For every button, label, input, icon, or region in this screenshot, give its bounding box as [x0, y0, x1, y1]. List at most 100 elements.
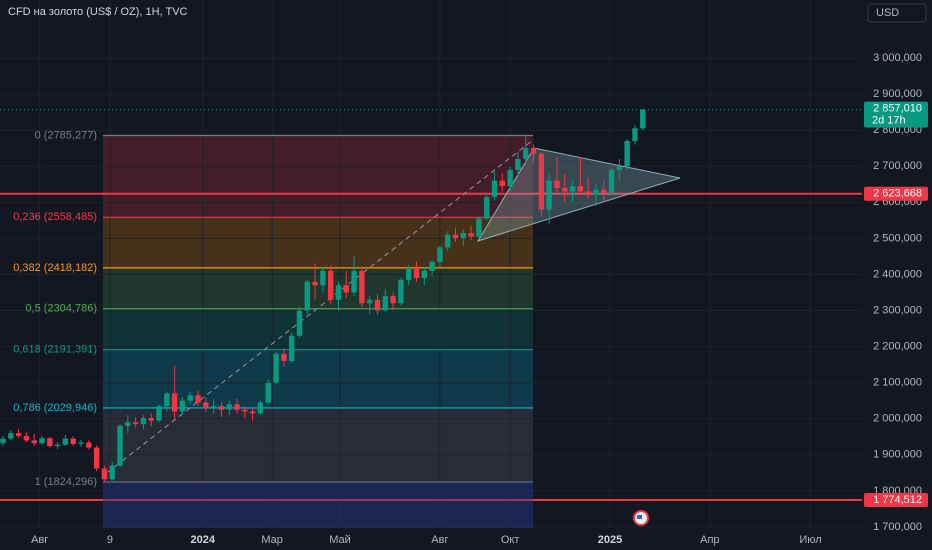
candle-body: [562, 187, 568, 192]
candle-body: [546, 180, 552, 210]
fib-label: 0,786 (2029,946): [13, 402, 97, 414]
candle-body: [624, 141, 630, 167]
candle-body: [132, 422, 139, 425]
candle-body: [304, 281, 310, 311]
candle-body: [164, 393, 170, 407]
candle-body: [577, 186, 584, 192]
y-tick-label: 2 500,000: [873, 232, 922, 244]
candle-body: [468, 232, 474, 237]
candle-body: [62, 438, 69, 445]
candle-body: [187, 395, 193, 401]
candle-body: [39, 438, 45, 444]
candle-body: [429, 261, 435, 271]
candle-body: [445, 234, 451, 248]
x-tick-label: Авг: [431, 534, 448, 546]
candle-body: [281, 353, 287, 362]
candle-body: [515, 159, 521, 170]
y-tick-label: 2 000,000: [873, 413, 922, 425]
chart-title: CFD на золото (US$ / OZ), 1H, TVC: [8, 6, 188, 18]
y-tick-label: 3 000,000: [873, 52, 922, 64]
y-tick-label: 1 700,000: [873, 521, 922, 533]
candle-body: [47, 438, 53, 447]
candle-body: [15, 433, 22, 437]
candle-body: [249, 411, 256, 414]
candle-body: [273, 353, 279, 383]
price-axis: [862, 0, 932, 550]
candle-body: [312, 281, 318, 286]
candle-body: [54, 444, 61, 447]
candle-body: [390, 296, 396, 304]
x-tick-label: 2025: [598, 534, 622, 546]
fib-label: 0,618 (2191,391): [13, 344, 97, 356]
candle-body: [195, 395, 201, 403]
candle-body: [484, 196, 490, 219]
candle-body: [296, 310, 303, 336]
y-tick-label: 2 200,000: [873, 340, 922, 352]
candle-body: [406, 269, 412, 280]
candle-body: [23, 436, 30, 441]
candle-body: [226, 404, 232, 410]
candle-body: [203, 402, 209, 408]
y-tick-label: 2 700,000: [873, 160, 922, 172]
candle-body: [491, 180, 498, 197]
candle-body: [374, 299, 381, 311]
candle-body: [538, 153, 545, 210]
last-price-box: [864, 101, 928, 128]
candle-body: [601, 189, 607, 194]
candle-body: [366, 299, 373, 304]
candle-body: [288, 335, 295, 362]
candle-body: [327, 270, 334, 300]
candle-body: [117, 425, 123, 466]
candle-body: [640, 109, 646, 129]
candle-body: [343, 285, 349, 293]
candle-body: [569, 186, 576, 192]
candle-body: [382, 296, 388, 311]
price-label: 2 623,668: [873, 188, 922, 200]
fib-band: [103, 217, 533, 268]
fib-label: 0,236 (2558,485): [13, 211, 97, 223]
fib-extension-fill: [103, 482, 533, 528]
fib-label: 0,382 (2418,182): [13, 262, 97, 274]
candle-body: [421, 270, 428, 279]
candle-body: [8, 433, 14, 439]
candle-body: [320, 270, 326, 286]
y-tick-label: 2 900,000: [873, 88, 922, 100]
candle-body: [351, 270, 357, 293]
x-tick-label: 2024: [190, 534, 215, 546]
currency-button[interactable]: [867, 3, 927, 23]
candle-body: [476, 218, 482, 237]
candle-body: [335, 285, 342, 300]
candle-body: [452, 234, 459, 239]
x-tick-label: Авг: [31, 534, 48, 546]
currency[interactable]: USD: [876, 7, 899, 19]
candle-body: [31, 440, 37, 444]
candle-body: [523, 148, 529, 160]
event-flag[interactable]: [633, 510, 649, 526]
candle-body: [0, 438, 6, 444]
last-price-label: 2 857,010: [873, 103, 922, 115]
candle-body: [593, 189, 599, 196]
fib-band: [103, 135, 533, 218]
countdown: 2d 17h: [872, 115, 906, 127]
candle-body: [156, 406, 162, 421]
fib-band: [103, 308, 533, 350]
candle-body: [632, 128, 638, 142]
candle-body: [257, 402, 264, 414]
candle-body: [265, 382, 271, 403]
candle-body: [460, 232, 467, 239]
y-tick-label: 2 400,000: [873, 268, 922, 280]
flag-canton: [637, 515, 642, 519]
fib-label: 1 (1824,296): [35, 476, 97, 488]
y-tick-label: 1 900,000: [873, 449, 922, 461]
candle-body: [616, 166, 623, 170]
x-tick-label: Июл: [799, 534, 821, 546]
candle-body: [398, 279, 404, 304]
candle-body: [171, 393, 178, 412]
price-label-box: [864, 186, 928, 201]
x-tick-label: Мар: [261, 534, 283, 546]
fib-label: 0 (2785,277): [35, 129, 97, 141]
x-tick-label: Май: [329, 534, 351, 546]
candle-body: [554, 180, 560, 188]
candle-body: [507, 169, 513, 187]
